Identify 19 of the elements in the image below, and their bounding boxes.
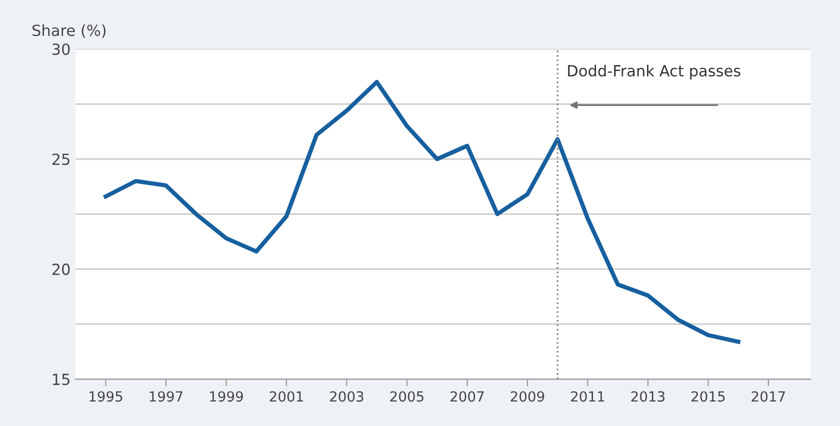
line-series xyxy=(104,80,740,344)
y-tick-label: 15 xyxy=(52,374,70,386)
x-tick-label: 2003 xyxy=(330,391,364,402)
x-tick-label: 2013 xyxy=(631,391,664,402)
x-tick-label: 2017 xyxy=(752,391,785,402)
x-tick-label: 2005 xyxy=(390,391,424,402)
x-tick-label: 1999 xyxy=(210,391,243,402)
y-tick-label: 25 xyxy=(52,154,70,166)
ref-line-label: Dodd-Frank Act passes xyxy=(568,64,740,80)
x-tick-label: 1995 xyxy=(90,391,122,402)
y-axis-title: Share (%) xyxy=(32,24,106,38)
x-tick-label: 2001 xyxy=(270,391,303,402)
y-tick-label: 30 xyxy=(52,43,70,56)
x-tick-label: 2009 xyxy=(510,391,544,402)
x-tick-label: 2007 xyxy=(450,391,484,402)
x-tick-label: 2015 xyxy=(692,391,725,402)
y-tick-label: 20 xyxy=(52,264,70,276)
x-tick-label: 1997 xyxy=(150,391,182,402)
x-tick-label: 2011 xyxy=(571,391,604,402)
